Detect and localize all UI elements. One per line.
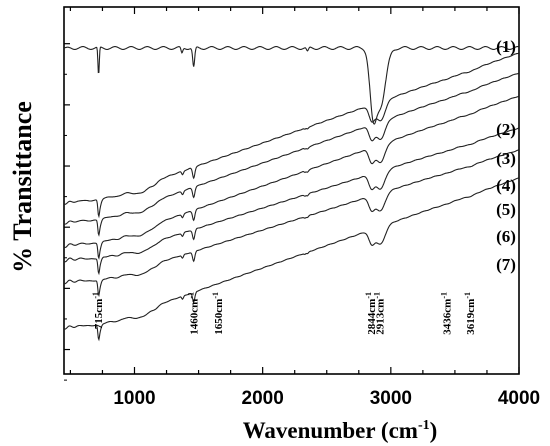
peak-annotation-sup: -1 bbox=[364, 292, 373, 299]
spectrum-line bbox=[63, 46, 519, 125]
series-label: (3) bbox=[496, 149, 516, 168]
peak-annotations: 715cm-11460cm-11650cm-12844cm-12913cm-13… bbox=[91, 292, 477, 335]
series-label: (1) bbox=[496, 37, 516, 56]
peak-annotation-sup: -1 bbox=[186, 292, 195, 299]
spectrum-line bbox=[63, 177, 519, 342]
series-label: (7) bbox=[496, 255, 516, 274]
peak-annotation: 3436cm-1 bbox=[440, 292, 454, 335]
peak-annotation: 2913cm-1 bbox=[373, 292, 387, 335]
peak-annotation-label: 1650cm bbox=[213, 299, 225, 335]
peak-annotation: 1460cm-1 bbox=[186, 292, 200, 335]
peak-annotation-sup: -1 bbox=[211, 292, 220, 299]
series-label: (4) bbox=[496, 176, 516, 195]
peak-annotation-sup: -1 bbox=[463, 292, 472, 299]
peak-annotation: 3619cm-1 bbox=[463, 292, 477, 335]
y-axis-label: % Transittance bbox=[8, 101, 37, 273]
spectrum-line bbox=[63, 52, 519, 219]
axes bbox=[63, 6, 520, 381]
peak-annotation-label: 1460cm bbox=[188, 299, 200, 335]
peak-annotation-label: 2913cm bbox=[375, 299, 387, 335]
x-tick-label: 2000 bbox=[242, 388, 284, 409]
peak-annotation-sup: -1 bbox=[373, 292, 382, 299]
spectrum-line bbox=[63, 127, 519, 276]
peak-annotation-label: 3619cm bbox=[465, 299, 477, 335]
plot-frame bbox=[63, 6, 520, 375]
peak-annotation-label: 3436cm bbox=[442, 299, 454, 335]
spectra bbox=[63, 46, 519, 342]
peak-annotation-sup: -1 bbox=[440, 292, 449, 299]
peak-annotation-label: 2844cm bbox=[366, 299, 378, 335]
x-tick-label: 1000 bbox=[113, 388, 155, 409]
spectrum-line bbox=[63, 72, 519, 237]
x-axis-label: Wavenumber (cm-1) bbox=[243, 418, 438, 443]
peak-annotation: 2844cm-1 bbox=[364, 292, 378, 335]
peak-annotation-label: 715cm bbox=[93, 299, 105, 330]
series-label: (6) bbox=[496, 227, 516, 246]
peak-annotation: 1650cm-1 bbox=[211, 292, 225, 335]
series-label: (2) bbox=[496, 120, 516, 139]
series-labels: (1) (2) (3) (4) (5) (6) (7) bbox=[496, 37, 516, 274]
peak-annotation: 715cm-1 bbox=[91, 292, 105, 329]
spectrum-line bbox=[63, 95, 519, 260]
x-tick-labels: 1000 2000 3000 4000 bbox=[113, 388, 540, 409]
x-tick-label: 3000 bbox=[370, 388, 412, 409]
spectrum-line bbox=[63, 149, 519, 298]
series-label: (5) bbox=[496, 200, 516, 219]
peak-annotation-sup: -1 bbox=[91, 292, 100, 299]
x-tick-label: 4000 bbox=[498, 388, 540, 409]
